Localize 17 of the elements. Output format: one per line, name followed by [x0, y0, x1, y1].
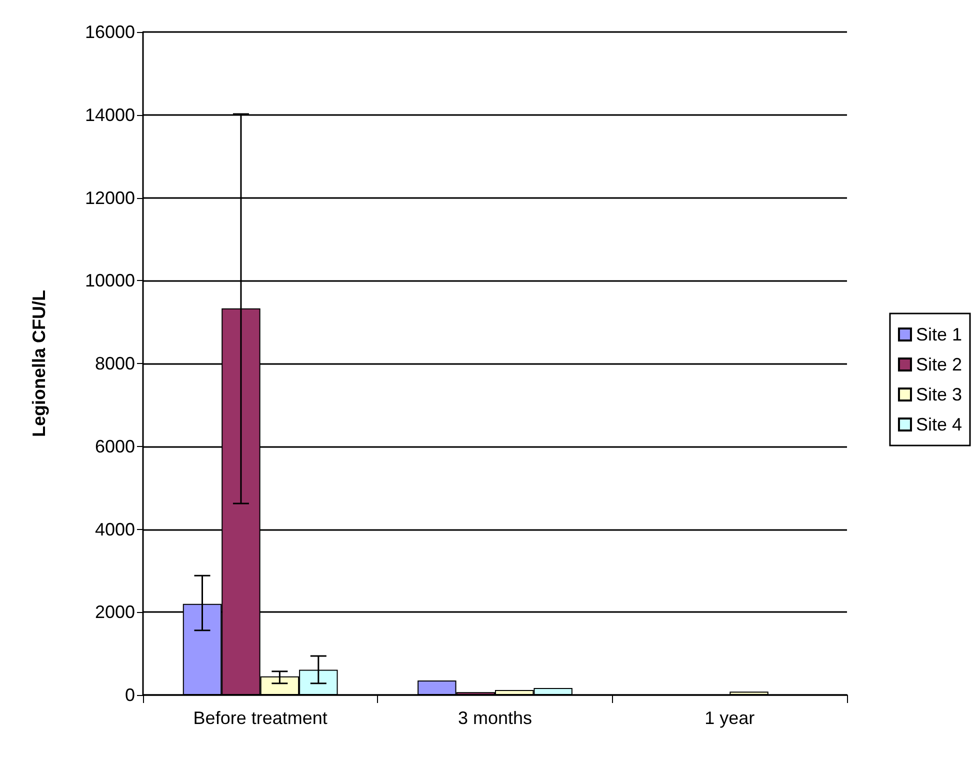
x-tick-label: 3 months — [458, 708, 532, 728]
y-tick-label: 8000 — [94, 354, 135, 374]
y-tick-label: 12000 — [84, 188, 135, 208]
y-tick-label: 2000 — [94, 602, 135, 622]
legend-label: Site 2 — [916, 354, 962, 374]
y-tick-label: 10000 — [84, 270, 135, 291]
y-tick-label: 14000 — [84, 104, 135, 125]
y-tick-label: 6000 — [94, 436, 135, 456]
legend-label: Site 3 — [916, 384, 962, 404]
y-tick-label: 16000 — [84, 22, 135, 42]
y-tick-label: 4000 — [94, 519, 135, 540]
y-axis-title: Legionella CFU/L — [29, 290, 49, 438]
legend-label: Site 1 — [916, 324, 962, 344]
y-tick-label: 0 — [124, 685, 135, 705]
legend-label: Site 4 — [916, 414, 962, 434]
x-tick-label: 1 year — [704, 708, 755, 728]
x-tick-label: Before treatment — [193, 708, 328, 728]
